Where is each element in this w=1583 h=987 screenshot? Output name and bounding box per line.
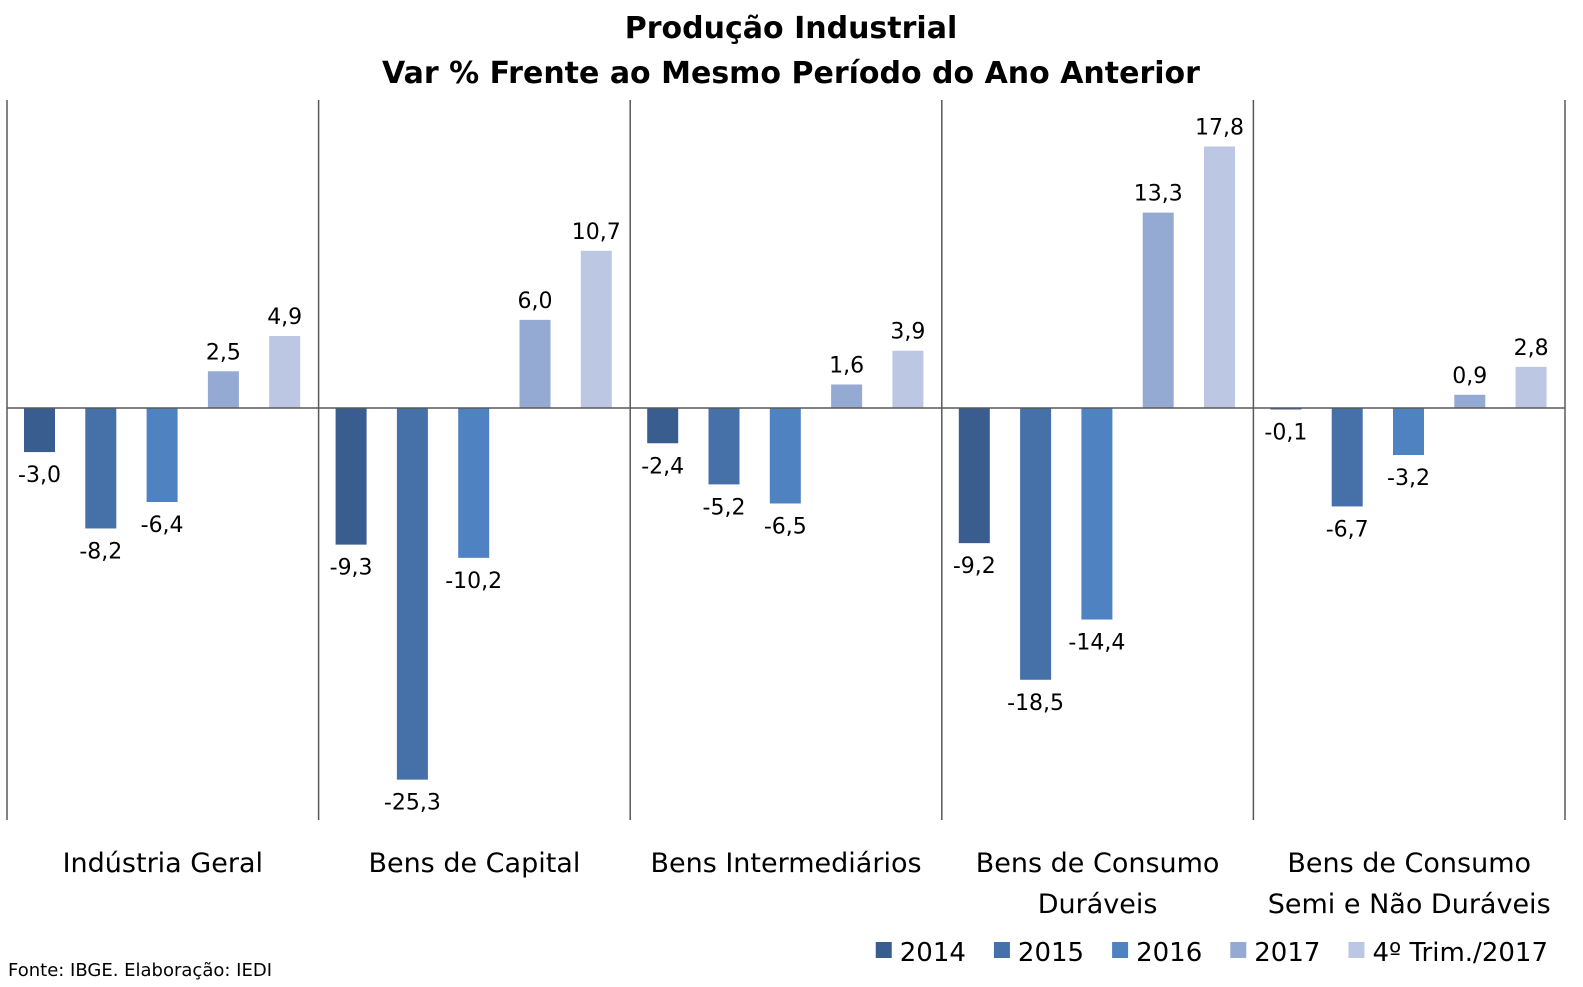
source-note: Fonte: IBGE. Elaboração: IEDI: [8, 960, 272, 981]
data-label: -9,3: [330, 556, 373, 581]
bar-4-trim-2017-cat-3: [1204, 146, 1235, 408]
data-label: -25,3: [384, 791, 441, 816]
data-label: 6,0: [518, 289, 553, 314]
data-label: -2,4: [641, 454, 684, 479]
bar-2016-cat-1: [458, 408, 490, 558]
data-label: -6,4: [141, 513, 184, 538]
bar-2015-cat-1: [396, 408, 428, 780]
data-label: 17,8: [1195, 116, 1244, 141]
legend-swatch: [1230, 942, 1247, 958]
legend-swatch: [1348, 942, 1365, 958]
bar-2015-cat-3: [1020, 408, 1052, 680]
data-label: -5,2: [703, 495, 746, 520]
data-label: -6,5: [764, 514, 807, 539]
category-label: Indústria Geral: [63, 848, 263, 879]
plot-area: -3,0 -9,3 -2,4 -9,2 -0,1 -8,2 -25,3 -5,2 -18,5 -6…: [6, 100, 1566, 820]
bar-2017-cat-0: [207, 371, 239, 408]
bar-2015-cat-0: [85, 408, 117, 529]
bar-2014-cat-1: [335, 408, 367, 545]
data-label: -8,2: [79, 539, 122, 564]
data-label: 2,5: [206, 340, 241, 365]
chart-title-line-2: Var % Frente ao Mesmo Período do Ano Ant…: [382, 56, 1200, 91]
legend-label: 2014: [900, 938, 966, 968]
bar-4-trim-2017-cat-0: [269, 336, 301, 408]
data-label: -14,4: [1068, 631, 1125, 656]
bar-2017-cat-1: [519, 319, 551, 408]
bar-2014-cat-2: [647, 408, 679, 444]
bar-2016-cat-3: [1081, 408, 1113, 620]
bar-4-trim-2017-cat-2: [892, 350, 924, 408]
legend-label: 2017: [1254, 938, 1320, 968]
category-label: Bens de Consumo: [976, 848, 1220, 879]
legend-label: 2016: [1136, 938, 1202, 968]
bar-2017-cat-2: [831, 384, 863, 408]
chart-title: Produção Industrial Var % Frente ao Mesm…: [382, 11, 1200, 91]
category-label: Bens de Consumo: [1287, 848, 1531, 879]
legend-label: 2015: [1018, 938, 1084, 968]
data-label: 3,9: [890, 320, 925, 345]
legend-swatch: [875, 942, 892, 958]
category-label: Bens de Capital: [368, 848, 580, 879]
category-labels: Indústria Geral Bens de Capital Bens Inter…: [63, 848, 1551, 920]
bar-2017-cat-4: [1454, 394, 1486, 408]
bar-2015-cat-2: [708, 408, 740, 485]
bar-2016-cat-4: [1393, 408, 1424, 456]
category-label: Bens Intermediários: [650, 848, 921, 879]
data-label: -3,2: [1387, 466, 1430, 491]
data-label: -6,7: [1326, 517, 1369, 542]
data-label: 1,6: [829, 353, 864, 378]
data-label: 10,7: [572, 220, 621, 245]
bar-2016-cat-0: [146, 408, 178, 503]
data-label: 2,8: [1514, 336, 1549, 361]
bar-2016-cat-2: [769, 408, 801, 504]
bar-4-trim-2017-cat-4: [1515, 366, 1547, 408]
bar-2017-cat-3: [1142, 212, 1174, 408]
category-label: Duráveis: [1038, 889, 1158, 920]
bar-2014-cat-0: [24, 408, 55, 453]
category-label: Semi e Não Duráveis: [1268, 889, 1551, 920]
legend-label: 4º Trim./2017: [1372, 938, 1548, 968]
data-label: 0,9: [1452, 364, 1487, 389]
data-label: -9,2: [953, 554, 996, 579]
data-label: 13,3: [1134, 182, 1183, 207]
legend-swatch: [1112, 942, 1129, 958]
legend: 2014 2015 2016 2017 4º Trim./2017: [875, 938, 1548, 968]
data-label: -3,0: [18, 463, 61, 488]
data-label: -18,5: [1007, 691, 1064, 716]
data-label: -10,2: [445, 569, 502, 594]
bar-2015-cat-4: [1331, 408, 1363, 507]
bar-4-trim-2017-cat-1: [580, 250, 612, 408]
chart-title-line-1: Produção Industrial: [625, 11, 957, 46]
legend-swatch: [993, 942, 1010, 958]
bar-2014-cat-3: [958, 408, 990, 544]
data-label: 4,9: [267, 305, 302, 330]
data-label: -0,1: [1264, 420, 1307, 445]
